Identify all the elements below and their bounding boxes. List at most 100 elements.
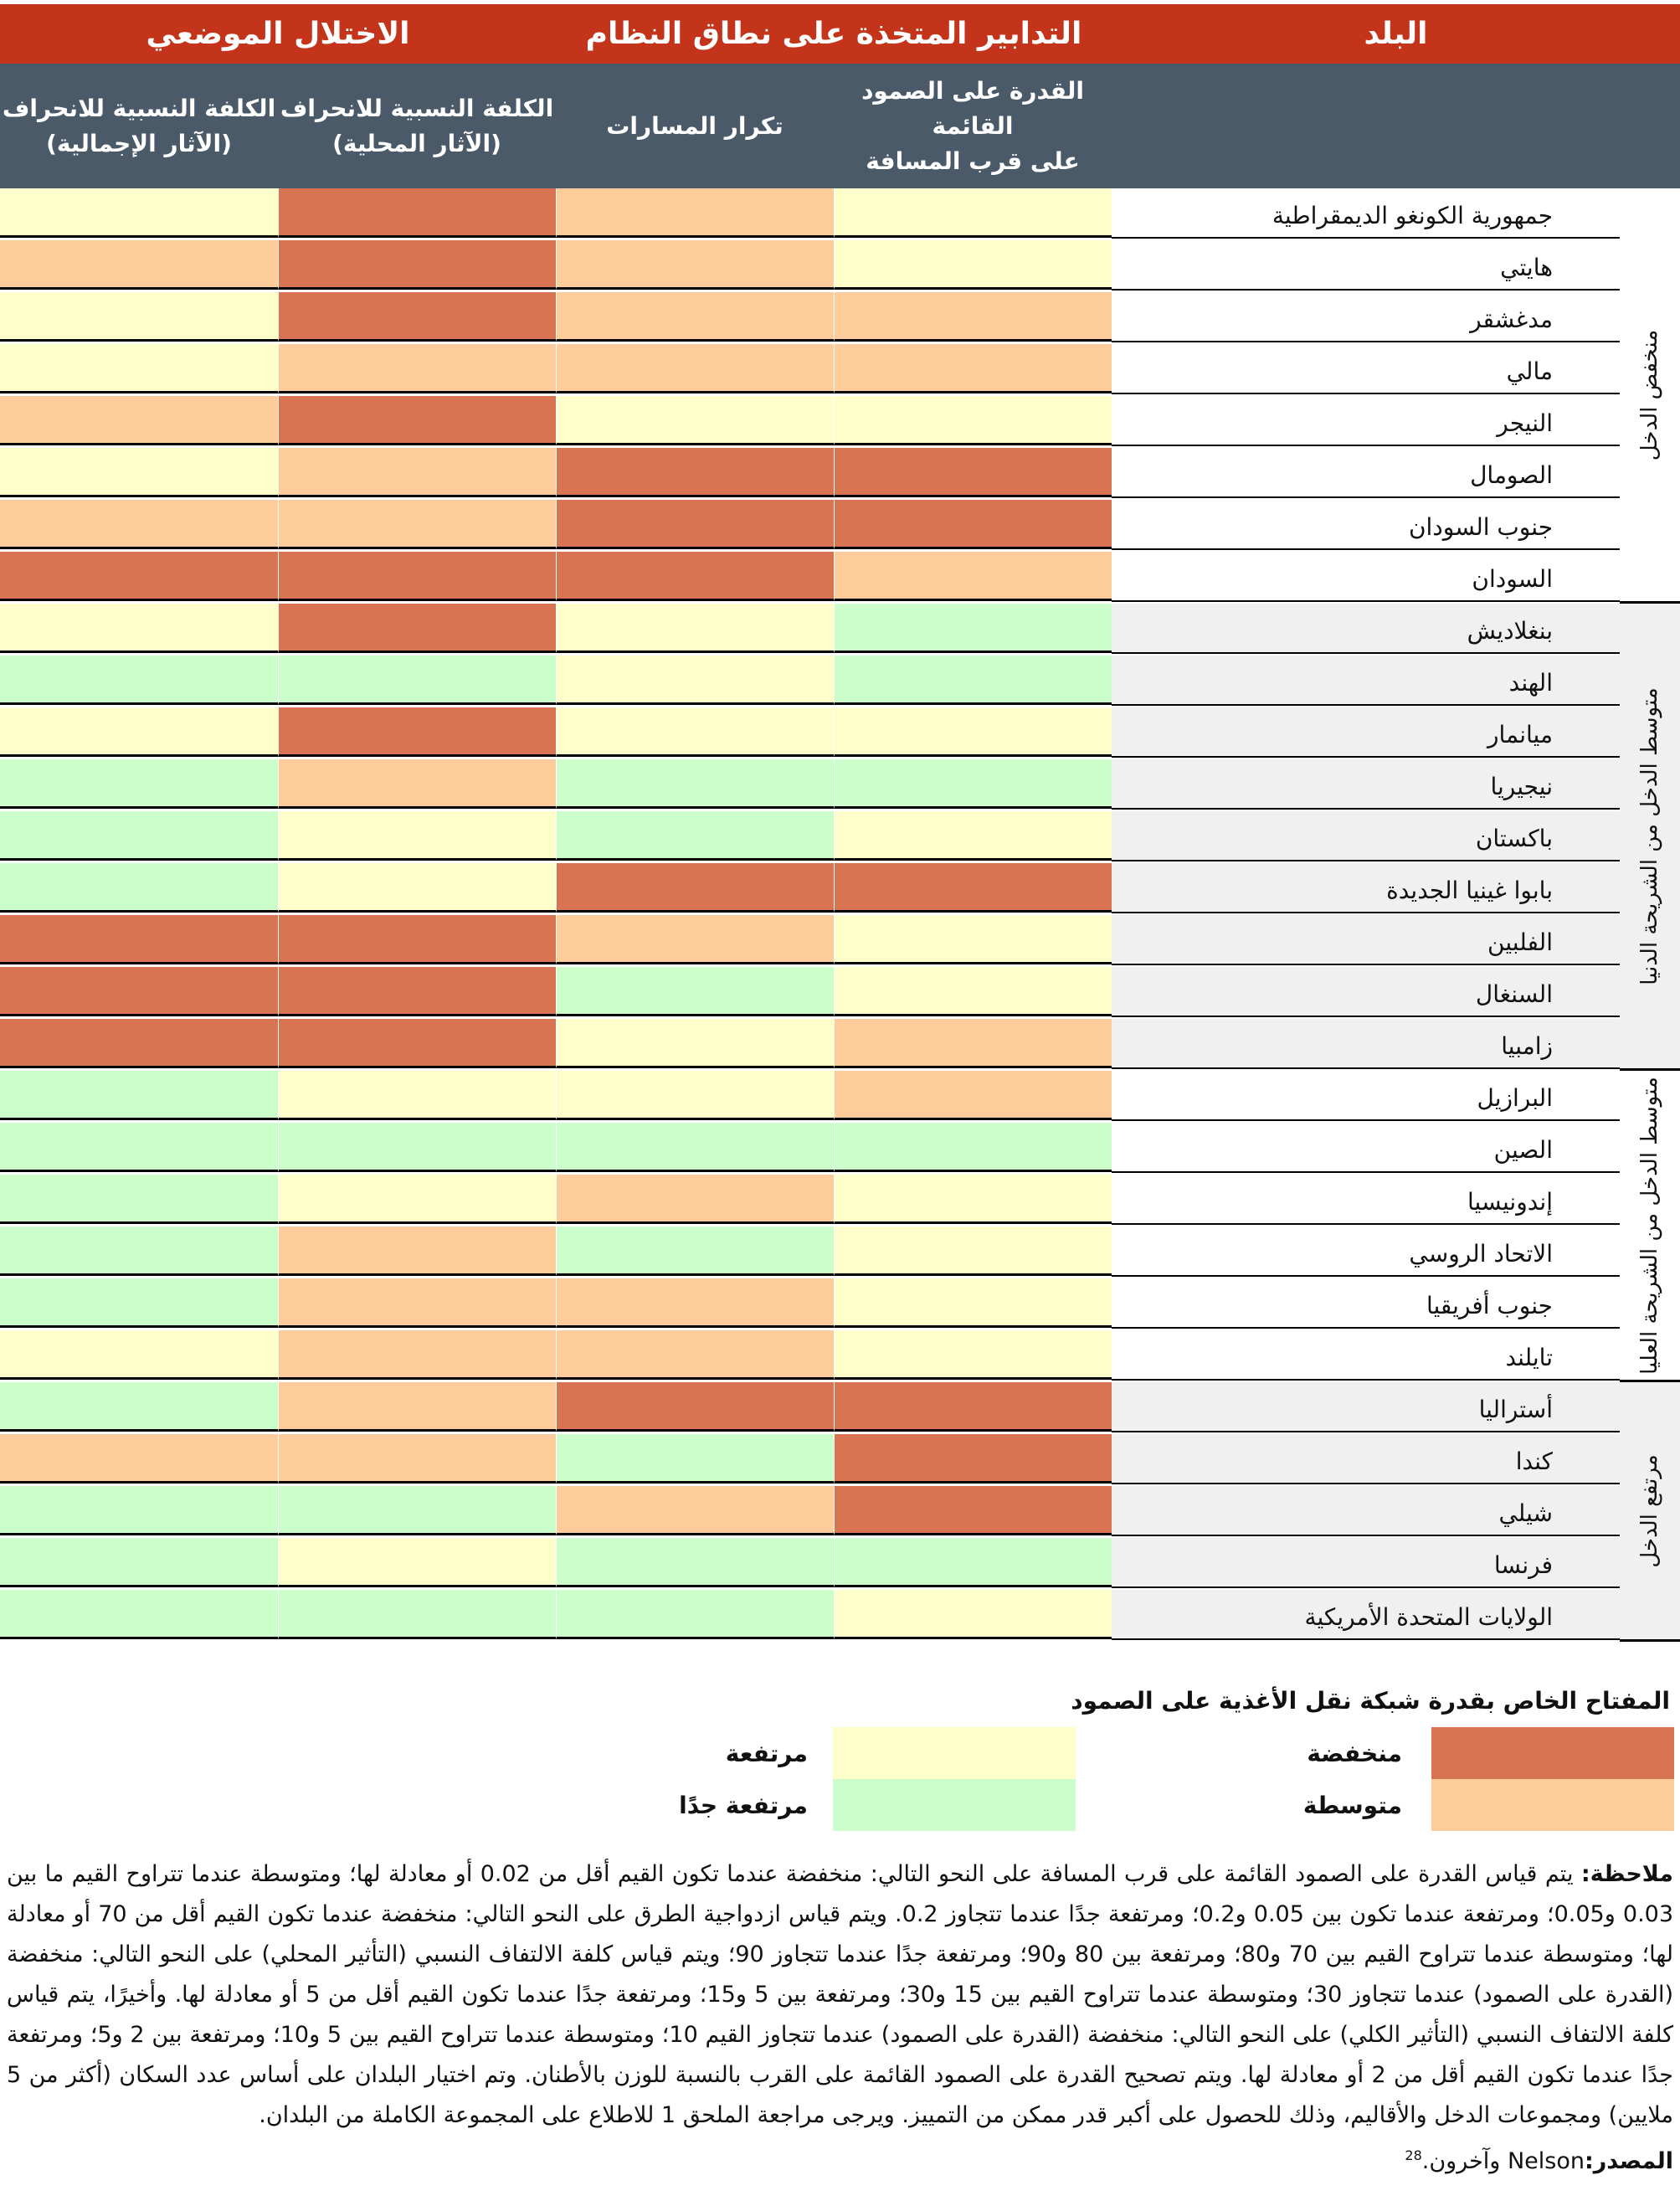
- legend-swatch-very-high: [833, 1779, 1076, 1831]
- country-name-cell: النيجر: [1112, 396, 1620, 446]
- income-group-label: مرتفع الدخل: [1620, 1382, 1680, 1642]
- table-row: الصومال: [0, 448, 1620, 500]
- column-total-cost: الكلفة النسبية للانحراف (الآثار الإجمالي…: [2, 94, 276, 157]
- country-name-cell: مدغشقر: [1112, 292, 1620, 342]
- country-name-cell: الصومال: [1112, 448, 1620, 498]
- cell-total: [0, 604, 278, 653]
- cell-total: [0, 292, 278, 342]
- cell-redundancy: [556, 1226, 834, 1276]
- cell-total: [0, 1019, 278, 1068]
- income-group-label: متوسط الدخل من الشريحة العليا: [1620, 1071, 1680, 1382]
- table-row: الصين: [0, 1123, 1620, 1175]
- country-name: بابوا غينيا الجديدة: [1386, 877, 1553, 904]
- country-name-cell: الهند: [1112, 656, 1620, 706]
- cell-redundancy: [556, 552, 834, 601]
- country-name-cell: نيجيريا: [1112, 759, 1620, 810]
- legend-label-high: مرتفعة: [725, 1740, 808, 1767]
- table-row: بنغلاديش: [0, 604, 1620, 656]
- cell-redundancy: [556, 1019, 834, 1068]
- cell-redundancy: [556, 863, 834, 913]
- cell-redundancy: [556, 656, 834, 705]
- table-row: مالي: [0, 344, 1620, 396]
- country-name-cell: هايتي: [1112, 240, 1620, 291]
- table-row: أستراليا: [0, 1382, 1620, 1434]
- country-name: البرازيل: [1477, 1084, 1553, 1112]
- country-name: بنغلاديش: [1467, 617, 1553, 645]
- country-name: ميانمار: [1487, 721, 1553, 748]
- country-name: هايتي: [1500, 254, 1553, 281]
- income-group-text: متوسط الدخل من الشريحة العليا: [1637, 1076, 1662, 1375]
- cell-resilience: [834, 344, 1112, 393]
- table-row: بابوا غينيا الجديدة: [0, 863, 1620, 915]
- cell-resilience: [834, 707, 1112, 757]
- note-text: يتم قياس القدرة على الصمود القائمة على ق…: [7, 1861, 1674, 2128]
- cell-total: [0, 1226, 278, 1276]
- country-name: جنوب السودان: [1408, 513, 1553, 541]
- cell-total: [0, 1590, 278, 1639]
- cell-resilience: [834, 967, 1112, 1016]
- country-name: أستراليا: [1478, 1396, 1553, 1423]
- cell-total: [0, 240, 278, 290]
- table-column-header: القدرة على الصمود القائمة على قرب المساف…: [0, 64, 1680, 188]
- table-row: ميانمار: [0, 707, 1620, 759]
- income-group-label: منخفض الدخل: [1620, 188, 1680, 604]
- cell-local: [278, 1590, 556, 1639]
- cell-resilience: [834, 188, 1112, 238]
- country-name-cell: كندا: [1112, 1434, 1620, 1484]
- country-name: الهند: [1508, 669, 1553, 697]
- cell-resilience: [834, 656, 1112, 705]
- cell-local: [278, 863, 556, 913]
- country-name: فرنسا: [1493, 1551, 1553, 1579]
- country-name: النيجر: [1497, 409, 1553, 437]
- table-row: فرنسا: [0, 1538, 1620, 1590]
- country-name-cell: السودان: [1112, 552, 1620, 602]
- table-row: النيجر: [0, 396, 1620, 448]
- country-name: باكستان: [1475, 825, 1553, 852]
- country-name-cell: بابوا غينيا الجديدة: [1112, 863, 1620, 913]
- cell-total: [0, 344, 278, 393]
- cell-total: [0, 1434, 278, 1484]
- cell-total: [0, 811, 278, 861]
- cell-resilience: [834, 500, 1112, 549]
- country-name: الفلبين: [1487, 928, 1553, 956]
- table-row: الولايات المتحدة الأمريكية: [0, 1590, 1620, 1642]
- table-row: السنغال: [0, 967, 1620, 1019]
- income-group-text: مرتفع الدخل: [1637, 1453, 1662, 1568]
- country-name-cell: تايلند: [1112, 1330, 1620, 1381]
- cell-resilience: [834, 1486, 1112, 1535]
- cell-local: [278, 1175, 556, 1224]
- cell-local: [278, 396, 556, 445]
- note-label: ملاحظة:: [1580, 1861, 1673, 1887]
- country-name-cell: الولايات المتحدة الأمريكية: [1112, 1590, 1620, 1640]
- cell-local: [278, 759, 556, 809]
- table-group-header: البلد التدابير المتخذة على نطاق النظام ب…: [0, 4, 1680, 111]
- country-name-cell: شيلي: [1112, 1486, 1620, 1536]
- cell-total: [0, 967, 278, 1016]
- cell-local: [278, 1330, 556, 1380]
- legend-swatch-high: [833, 1727, 1076, 1779]
- country-name-cell: الصين: [1112, 1123, 1620, 1173]
- cell-redundancy: [556, 292, 834, 342]
- country-name-cell: مالي: [1112, 344, 1620, 394]
- cell-redundancy: [556, 448, 834, 497]
- cell-redundancy: [556, 759, 834, 809]
- cell-total: [0, 1486, 278, 1535]
- table-row: السودان: [0, 552, 1620, 604]
- table-row: هايتي: [0, 240, 1620, 292]
- cell-resilience: [834, 1590, 1112, 1639]
- cell-total: [0, 1330, 278, 1380]
- cell-redundancy: [556, 1538, 834, 1587]
- table-row: مدغشقر: [0, 292, 1620, 344]
- cell-local: [278, 448, 556, 497]
- legend-swatch-medium: [1431, 1779, 1674, 1831]
- cell-local: [278, 188, 556, 238]
- table-note: ملاحظة: يتم قياس القدرة على الصمود القائ…: [7, 1854, 1673, 2182]
- table-row: شيلي: [0, 1486, 1620, 1538]
- table-row: تايلند: [0, 1330, 1620, 1382]
- country-name-cell: باكستان: [1112, 811, 1620, 861]
- cell-total: [0, 1382, 278, 1432]
- country-name: السودان: [1472, 565, 1553, 593]
- country-name-cell: بنغلاديش: [1112, 604, 1620, 654]
- legend-label-medium: متوسطة: [1302, 1792, 1402, 1819]
- cell-resilience: [834, 1434, 1112, 1484]
